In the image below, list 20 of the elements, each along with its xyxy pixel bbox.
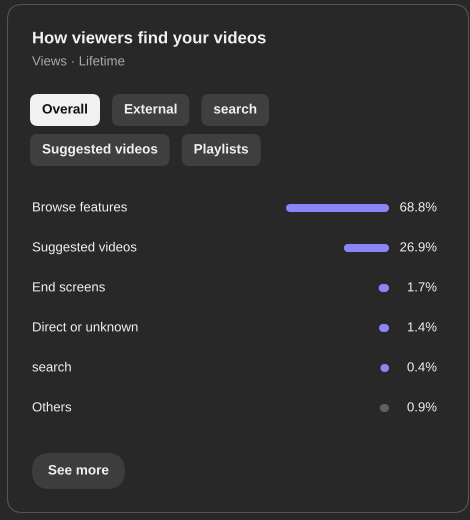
- data-label: 26.9%: [400, 242, 437, 252]
- data-label: 1.4%: [408, 322, 437, 332]
- text: See more: [48, 465, 108, 475]
- data-label: 1.7%: [408, 282, 437, 292]
- y-tick-label: Suggested videos: [32, 242, 136, 254]
- text: How viewers find your videos: [33, 31, 266, 47]
- text: search: [214, 104, 256, 114]
- y-tick-label: Browse features: [33, 202, 127, 212]
- text: Playlists: [194, 144, 248, 156]
- y-tick-label: Others: [32, 402, 72, 412]
- text: Overall: [42, 104, 87, 114]
- data-label: 0.4%: [407, 362, 437, 372]
- text: Suggested videos: [42, 144, 158, 156]
- data-label: 68.8%: [400, 202, 437, 212]
- y-tick-label: search: [32, 362, 71, 372]
- text: External: [124, 104, 176, 114]
- text: Views · Lifetime: [32, 56, 124, 66]
- data-label: 0.9%: [407, 402, 437, 412]
- y-tick-label: End screens: [33, 282, 105, 292]
- y-tick-label: Direct or unknown: [33, 322, 138, 332]
